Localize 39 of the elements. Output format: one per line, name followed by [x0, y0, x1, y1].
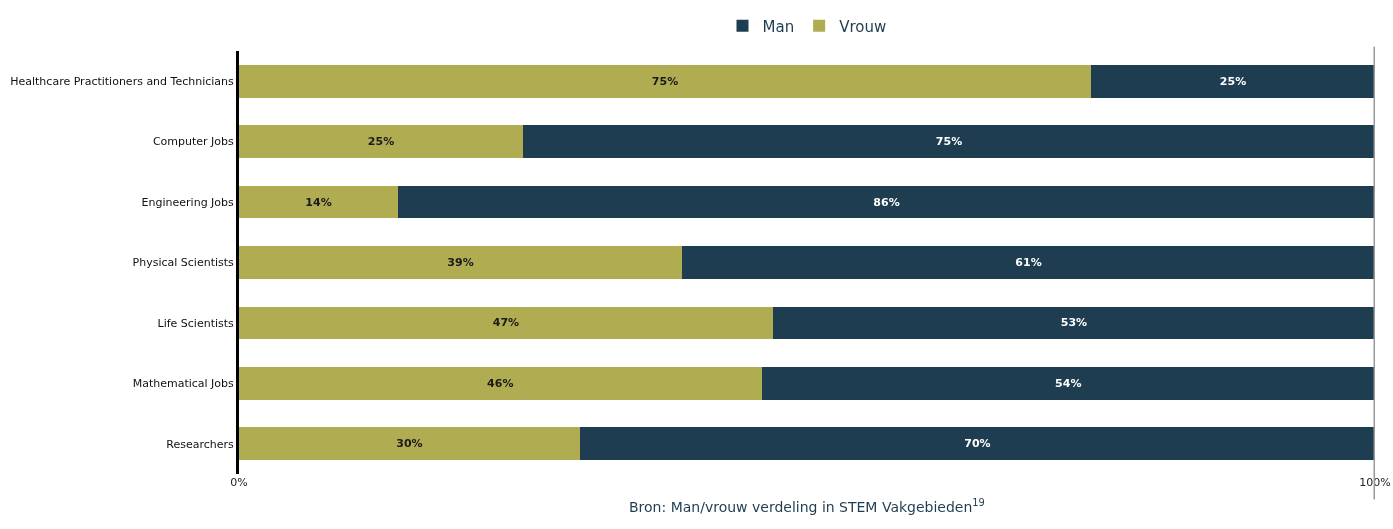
y-tick-label: Healthcare Practitioners and Technicians [10, 75, 235, 89]
data-label: 30% [396, 437, 423, 451]
data-label: 54% [1055, 376, 1082, 390]
legend-label: Man [762, 17, 795, 36]
legend-label: Vrouw [839, 17, 887, 36]
data-label: 86% [873, 195, 900, 209]
data-label: 25% [367, 135, 395, 149]
bar [772, 306, 1375, 340]
y-tick-label: Computer Jobs [152, 135, 235, 149]
bar [761, 367, 1375, 400]
y-tick-label: Life Scientists [157, 316, 235, 330]
data-label: 46% [487, 376, 514, 390]
data-label: 61% [1015, 256, 1042, 269]
bar [398, 185, 1375, 219]
bar [239, 185, 399, 219]
text: Bron: Man/vrouw verdeling in STEM Vakgebieden$^{19}$ [629, 497, 985, 515]
data-label: 70% [964, 437, 991, 451]
x-tick-label: 0% [230, 476, 248, 489]
bar [239, 64, 1091, 98]
y-tick-label: Mathematical Jobs [132, 377, 235, 391]
y-tick-label: Researchers [166, 437, 235, 451]
bar [239, 427, 580, 461]
data-label: 14% [305, 195, 332, 209]
bar [1091, 64, 1375, 98]
y-tick-label: Engineering Jobs [141, 195, 235, 209]
data-label: 75% [935, 135, 963, 149]
data-label: 25% [1219, 74, 1247, 88]
y-tick-label: Physical Scientists [132, 256, 235, 270]
bar [579, 427, 1375, 461]
data-label: 75% [651, 74, 679, 88]
bar [682, 246, 1375, 279]
bar [239, 125, 523, 158]
data-label: 53% [1060, 316, 1088, 330]
bar [239, 367, 762, 400]
data-label: 39% [447, 256, 474, 269]
bar [239, 246, 683, 279]
bar [523, 125, 1375, 158]
data-label: 47% [492, 316, 520, 330]
bar [239, 306, 773, 340]
